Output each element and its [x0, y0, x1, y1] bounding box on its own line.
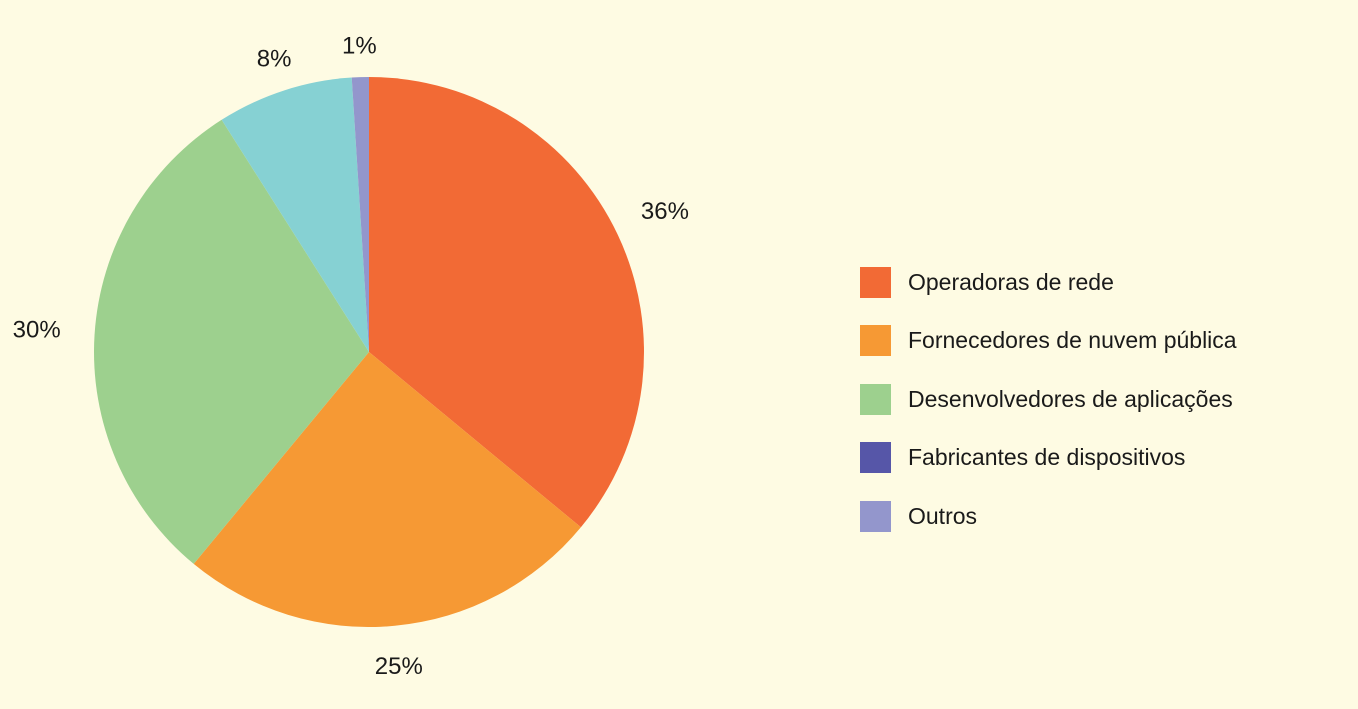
legend-swatch: [860, 500, 891, 532]
legend-swatch: [860, 442, 891, 473]
pie-slice: [193, 352, 581, 627]
legend: Operadoras de rede Fornecedores de nuvem …: [860, 266, 1237, 559]
legend-label: Desenvolvedores de aplicações: [908, 385, 1233, 412]
legend-item: Fornecedores de nuvem pública: [860, 325, 1237, 357]
legend-item: Desenvolvedores de aplicações: [860, 383, 1237, 415]
pie-slice: [94, 119, 369, 564]
slice-percent-label: 8%: [257, 45, 292, 72]
legend-swatch: [860, 266, 891, 298]
pie-slice: [369, 77, 644, 528]
pie-slice: [351, 77, 369, 352]
slice-percent-label: 25%: [375, 653, 423, 680]
pie-slices: [94, 77, 644, 627]
slice-percent-label: 36%: [641, 198, 689, 225]
legend-swatch: [860, 383, 891, 415]
pie-slice: [221, 77, 369, 352]
pie-labels: 36% 25% 30% 8% 1%: [13, 33, 689, 680]
legend-item: Operadoras de rede: [860, 266, 1237, 298]
legend-item: Outros: [860, 500, 1237, 532]
legend-label: Operadoras de rede: [908, 268, 1114, 295]
slice-percent-label: 30%: [13, 316, 61, 343]
legend-label: Outros: [908, 502, 978, 529]
legend-item: Fabricantes de dispositivos: [860, 442, 1237, 474]
legend-label: Fabricantes de dispositivos: [908, 444, 1186, 470]
slice-percent-label: 1%: [342, 33, 377, 60]
legend-swatch: [860, 325, 891, 356]
legend-label: Fornecedores de nuvem pública: [908, 327, 1237, 353]
